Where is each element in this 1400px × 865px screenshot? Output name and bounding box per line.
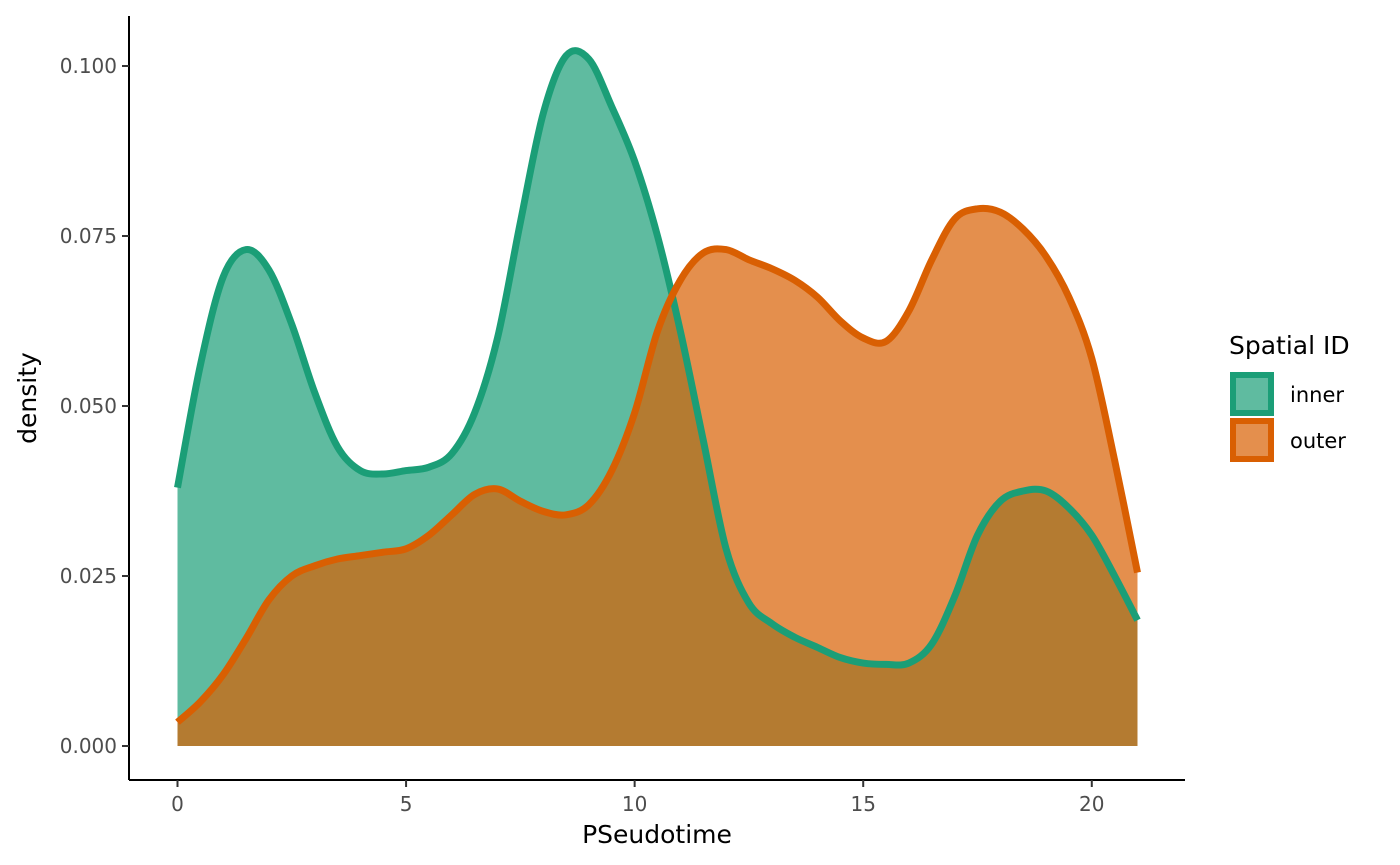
legend-item-outer: outer [1230, 418, 1346, 462]
series-fills [177, 50, 1138, 747]
x-axis-title: PSeudotime [582, 820, 732, 849]
legend-label-outer: outer [1290, 429, 1346, 453]
legend: Spatial ID inner outer [1229, 331, 1350, 462]
legend-key-inner [1230, 372, 1274, 416]
legend-key-outer [1230, 418, 1274, 462]
line-inner [174, 47, 1141, 669]
legend-title: Spatial ID [1229, 331, 1350, 360]
x-tick-label: 0 [171, 792, 184, 816]
x-tick-label: 20 [1079, 792, 1104, 816]
x-ticks: 0 5 10 15 20 [171, 780, 1105, 816]
x-tick-label: 10 [622, 792, 647, 816]
legend-item-inner: inner [1230, 372, 1344, 416]
y-axis-title: density [13, 352, 42, 444]
legend-items: inner outer [1230, 372, 1346, 462]
line-outer [175, 204, 1141, 725]
x-tick-label: 5 [400, 792, 413, 816]
y-tick-label: 0.075 [60, 224, 117, 248]
y-tick-label: 0.050 [60, 394, 117, 418]
series-lines [174, 47, 1141, 725]
y-ticks: 0.000 0.025 0.050 0.075 0.100 [60, 54, 129, 758]
y-tick-label: 0.100 [60, 54, 117, 78]
y-tick-label: 0.000 [60, 734, 117, 758]
y-tick-label: 0.025 [60, 564, 117, 588]
legend-label-inner: inner [1290, 383, 1344, 407]
x-tick-label: 15 [850, 792, 875, 816]
area-outer [177, 208, 1138, 746]
